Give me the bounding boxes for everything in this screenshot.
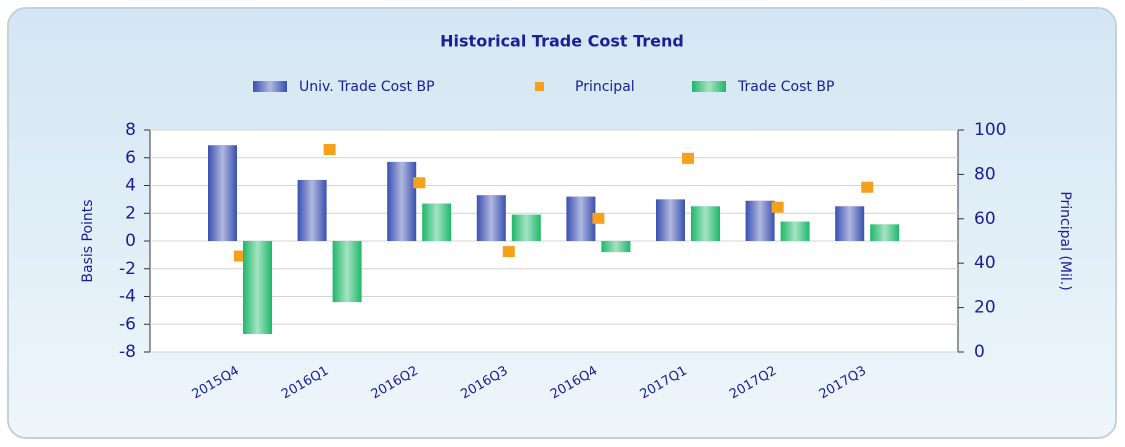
bar-shine	[297, 179, 327, 241]
bar-shine	[243, 241, 272, 334]
bar-shine	[835, 206, 865, 241]
y2-tick-label: 100	[974, 120, 1006, 140]
bar-shine	[691, 206, 720, 241]
bar-shine	[745, 200, 775, 241]
y-tick-label: -4	[119, 287, 136, 307]
marker	[323, 143, 336, 155]
y2-tick-label: 80	[974, 164, 996, 184]
marker	[771, 201, 784, 213]
y-tick-label: 4	[125, 176, 136, 196]
legend-label: Univ. Trade Cost BP	[299, 79, 435, 95]
bar-shine	[511, 214, 541, 241]
bar-shine	[476, 195, 506, 241]
bar-shine	[656, 199, 685, 241]
legend-swatch-shine	[692, 81, 726, 92]
legend-swatch-shine	[253, 81, 287, 92]
bar-shine	[387, 161, 417, 241]
bar-shine	[422, 203, 452, 241]
y2-tick-label: 20	[974, 298, 996, 318]
marker	[413, 177, 426, 189]
bar-shine	[566, 196, 596, 241]
legend-swatch	[535, 82, 544, 91]
y-axis-label: Basis Points	[80, 199, 96, 282]
y-tick-label: -2	[119, 259, 136, 279]
y-tick-label: 8	[125, 120, 136, 140]
y-tick-label: 2	[125, 203, 136, 223]
marker	[234, 250, 246, 262]
y-tick-label: -6	[119, 314, 136, 334]
bar-shine	[870, 224, 900, 241]
legend-label: Principal	[575, 79, 635, 95]
chart-title: Historical Trade Cost Trend	[440, 32, 684, 51]
marker	[682, 152, 694, 164]
bar-shine	[780, 221, 810, 241]
y2-axis-label: Principal (Mil.)	[1057, 191, 1073, 290]
y2-tick-label: 60	[974, 209, 996, 229]
marker	[502, 246, 515, 258]
legend-label: Trade Cost BP	[737, 79, 834, 95]
bar-shine	[208, 145, 237, 241]
bar-shine	[332, 241, 362, 303]
y-tick-label: -8	[119, 342, 136, 362]
y2-tick-label: 40	[974, 253, 996, 273]
bar-shine	[601, 241, 631, 253]
y-tick-label: 0	[125, 231, 136, 251]
marker	[592, 212, 605, 224]
marker	[861, 181, 874, 193]
y-tick-label: 6	[125, 148, 136, 168]
y2-tick-label: 0	[974, 342, 985, 362]
